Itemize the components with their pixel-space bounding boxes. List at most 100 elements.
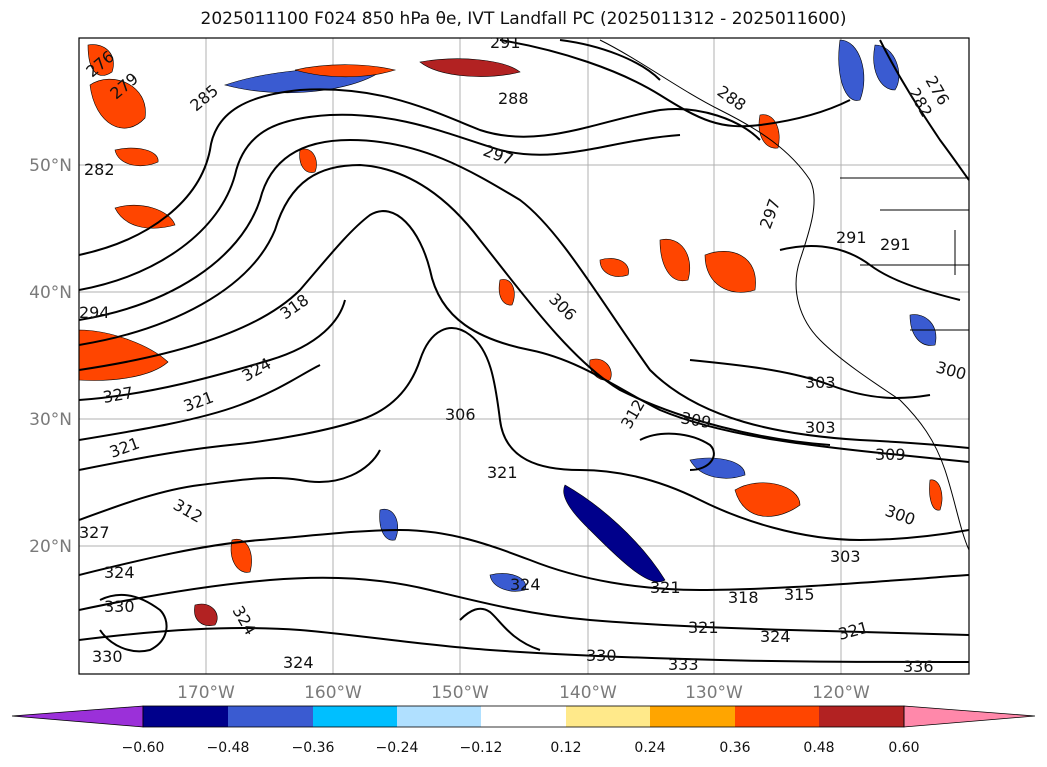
shade-patch <box>838 39 865 101</box>
contour-line <box>79 210 969 463</box>
colorbar-ticks: −0.60 −0.48 −0.36 −0.24 −0.12 0.12 0.24 … <box>122 740 920 756</box>
contour-label: 294 <box>79 303 110 322</box>
colorbar-frame <box>142 705 905 728</box>
colorbar-segment <box>566 706 650 727</box>
map-frame <box>78 37 970 675</box>
contour-line <box>79 88 761 256</box>
theta-e-contours <box>79 39 969 663</box>
contour-label: 336 <box>903 657 934 676</box>
colorbar-tick: 0.36 <box>719 740 750 756</box>
shade-patch <box>299 148 317 173</box>
contour-label: 288 <box>498 89 529 108</box>
colorbar-segment <box>397 706 481 727</box>
contour-label: 324 <box>510 575 541 594</box>
contour-line <box>499 39 851 128</box>
contour-label: 321 <box>650 578 681 597</box>
latitude-labels: 50°N 40°N 30°N 20°N <box>29 156 72 557</box>
colorbar-extend-left <box>11 705 144 728</box>
lon-label: 160°W <box>304 683 362 703</box>
coastline-north-america <box>599 39 969 551</box>
shade-patch <box>599 258 629 277</box>
shade-patch <box>563 484 666 583</box>
colorbar-tick: 0.12 <box>550 740 581 756</box>
contour-line <box>559 39 661 81</box>
shade-patch <box>419 58 521 77</box>
contour-label: 282 <box>84 160 115 179</box>
coastlines <box>599 39 969 551</box>
longitude-labels: 170°W 160°W 150°W 140°W 130°W 120°W <box>177 683 870 703</box>
contour-line <box>79 113 681 291</box>
colorbar-segment <box>143 706 228 727</box>
contour-label: 291 <box>880 235 911 254</box>
contour-label: 321 <box>688 618 719 637</box>
contour-label: 333 <box>668 655 699 674</box>
lat-label: 40°N <box>29 283 72 303</box>
colorbar-extend-right <box>903 705 1036 728</box>
contour-label: 330 <box>92 647 123 666</box>
contour-line <box>79 364 321 441</box>
colorbar-segment <box>228 706 313 727</box>
shade-patch <box>194 603 218 626</box>
shade-patch <box>489 573 527 592</box>
contour-label: 330 <box>586 646 617 665</box>
contour-line <box>79 627 969 663</box>
shade-patch <box>294 64 397 78</box>
contour-label: 303 <box>805 418 836 437</box>
colorbar-tick: −0.48 <box>207 740 250 756</box>
contour-label: 309 <box>875 445 906 464</box>
contour-label: 327 <box>79 523 110 542</box>
colorbar-tick: −0.36 <box>292 740 335 756</box>
contour-line <box>879 39 969 181</box>
shade-patch <box>929 479 943 511</box>
contour-line <box>79 449 381 521</box>
lat-label: 30°N <box>29 410 72 430</box>
colorbar-segment <box>650 706 735 727</box>
contour-label: 324 <box>283 653 314 672</box>
colorbar-segment <box>313 706 397 727</box>
contour-label: 291 <box>490 33 521 52</box>
shade-patch <box>87 44 114 76</box>
shade-patch <box>659 238 690 282</box>
colorbar: −0.60 −0.48 −0.36 −0.24 −0.12 0.12 0.24 … <box>11 705 1036 756</box>
lon-label: 150°W <box>431 683 489 703</box>
contour-line <box>79 528 969 592</box>
colorbar-tick: −0.12 <box>460 740 503 756</box>
ivt-pc-shading <box>79 39 943 626</box>
contour-line <box>79 163 831 446</box>
shade-patch <box>114 147 159 166</box>
colorbar-segment <box>481 706 566 727</box>
colorbar-tick: 0.60 <box>888 740 919 756</box>
contour-line <box>99 593 168 653</box>
map-title: 2025011100 F024 850 hPa θe, IVT Landfall… <box>200 9 847 29</box>
contour-line <box>79 299 346 401</box>
colorbar-tick: −0.24 <box>376 740 419 756</box>
contour-label: 306 <box>445 405 476 424</box>
graticule <box>79 38 969 674</box>
contour-label: 324 <box>104 563 135 582</box>
contour-line <box>79 138 969 449</box>
lon-label: 120°W <box>812 683 870 703</box>
colorbar-tick: 0.24 <box>634 740 665 756</box>
contour-label: 330 <box>104 597 135 616</box>
contour-line <box>639 432 715 471</box>
shade-patch <box>734 482 801 517</box>
contour-line <box>689 359 931 399</box>
colorbar-tick: 0.48 <box>803 740 834 756</box>
shade-patch <box>498 279 515 306</box>
map-plot-area <box>79 38 969 674</box>
colorbar-segment <box>819 706 904 727</box>
contour-line <box>79 576 969 636</box>
colorbar-tick: −0.60 <box>122 740 165 756</box>
lon-label: 140°W <box>559 683 617 703</box>
shade-patch <box>873 44 900 91</box>
shade-patch <box>79 329 169 381</box>
contour-label: 324 <box>760 627 791 646</box>
contour-label: 303 <box>830 547 861 566</box>
shade-patch <box>89 78 146 129</box>
contour-label: 321 <box>487 463 518 482</box>
shade-patch <box>704 251 756 293</box>
contour-label: 318 <box>728 588 759 607</box>
contour-line <box>79 327 969 542</box>
lat-label: 20°N <box>29 537 72 557</box>
